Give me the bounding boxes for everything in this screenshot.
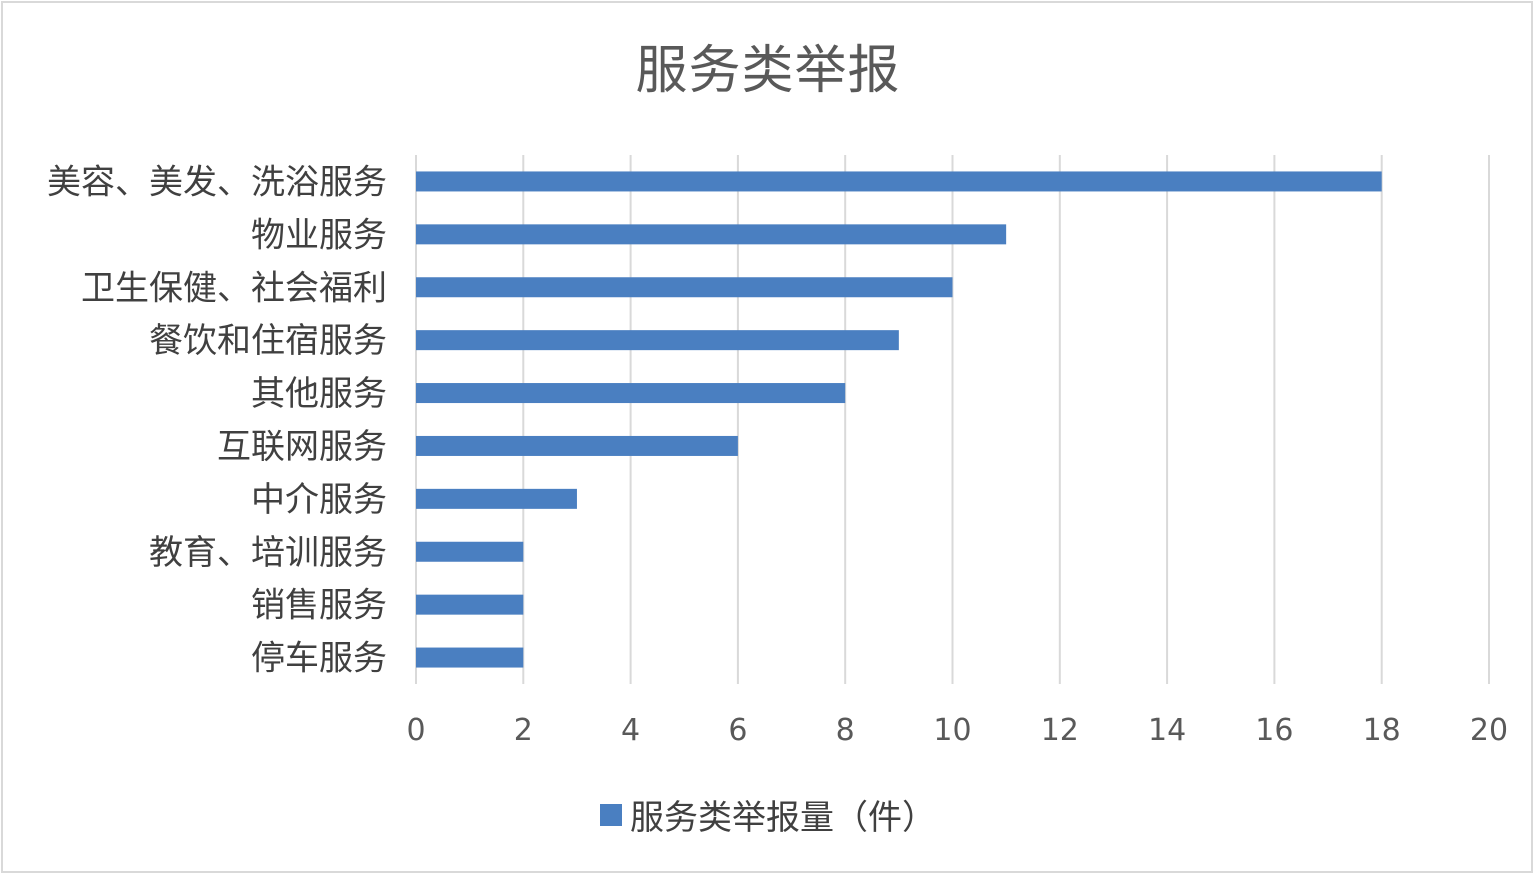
category-label: 停车服务 [251, 639, 387, 679]
x-tick-label: 8 [836, 713, 855, 748]
x-tick-label: 12 [1041, 713, 1079, 748]
bar [416, 171, 1382, 192]
category-label: 教育、培训服务 [149, 533, 387, 573]
x-tick-label: 14 [1148, 713, 1186, 748]
x-tick-label: 6 [728, 713, 747, 748]
category-label: 其他服务 [251, 374, 387, 414]
x-tick-label: 4 [621, 713, 640, 748]
category-label: 美容、美发、洗浴服务 [47, 162, 387, 202]
legend: 服务类举报量（件） [0, 790, 1536, 839]
category-label: 餐饮和住宿服务 [149, 321, 387, 361]
bar [416, 435, 738, 456]
x-tick-label: 18 [1363, 713, 1401, 748]
category-label: 物业服务 [251, 215, 387, 255]
x-tick-label: 16 [1255, 713, 1293, 748]
x-tick-label: 0 [406, 713, 425, 748]
legend-swatch [600, 803, 622, 826]
bar [416, 224, 1007, 245]
bar [416, 277, 953, 298]
bar [416, 647, 524, 668]
x-tick-label: 10 [933, 713, 971, 748]
bar [416, 541, 524, 562]
x-tick-label: 2 [514, 713, 533, 748]
bar [416, 594, 524, 615]
bar [416, 383, 846, 404]
category-label: 卫生保健、社会福利 [81, 268, 387, 308]
x-tick-label: 20 [1470, 713, 1508, 748]
bar [416, 488, 577, 509]
category-label: 互联网服务 [217, 427, 387, 467]
bar [416, 330, 899, 351]
legend-label: 服务类举报量（件） [630, 798, 936, 838]
category-label: 销售服务 [251, 586, 387, 626]
chart-title: 服务类举报 [635, 41, 901, 101]
category-label: 中介服务 [251, 480, 387, 520]
